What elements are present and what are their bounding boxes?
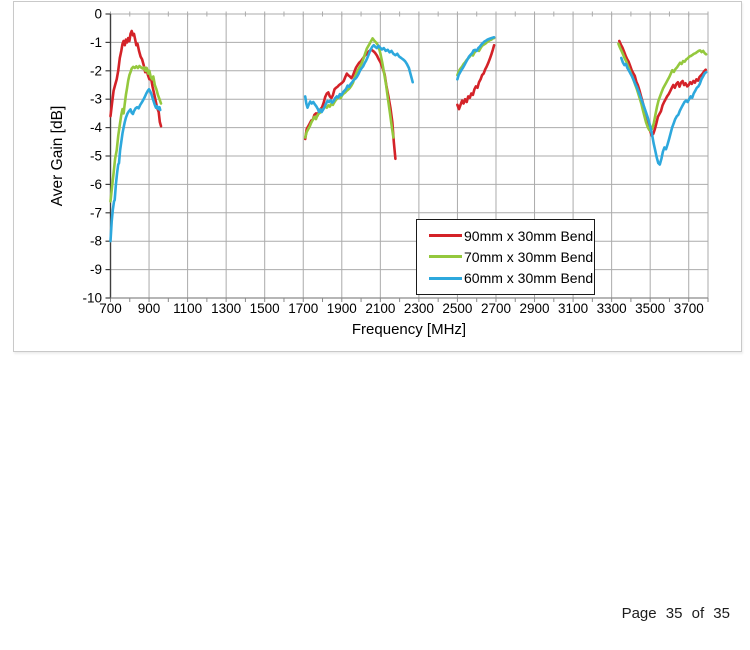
x-tick-label: 3500 [635,301,665,316]
gridlines [110,13,709,298]
axes [109,14,708,299]
legend-entry-1: 70mm x 30mm Bend [429,246,593,267]
y-tick-label: -10 [82,291,102,306]
y-tick-labels: 0 -1 -2 -3 -4 -5 -6 -7 -8 -9 -10 [82,7,102,306]
x-tick-label: 2500 [442,301,472,316]
x-tick-label: 2100 [365,301,395,316]
x-tick-label: 700 [99,301,122,316]
series-line-2 [109,88,162,243]
x-axis-title: Frequency [MHz] [351,321,467,338]
legend-entry-0: 90mm x 30mm Bend [429,225,593,246]
x-tick-label: 1700 [288,301,318,316]
y-tick-label: -4 [90,120,102,135]
series-line-1 [617,42,708,133]
series-line-0 [109,29,163,128]
legend-label: 70mm x 30mm Bend [464,248,594,265]
x-tick-label: 1300 [211,301,241,316]
series-line-1 [109,64,163,203]
series-line-2 [619,56,708,166]
legend-label: 90mm x 30mm Bend [464,227,594,244]
x-tick-label: 1900 [327,301,357,316]
legend-line-swatch-red [429,234,462,238]
y-tick-label: -1 [90,35,102,50]
series-lines [109,29,708,243]
chart-canvas: 700 900 1100 1300 1500 1700 1900 2100 2300 2500 27… [82,7,709,316]
y-tick-label: -3 [90,92,102,107]
series-line-1 [303,37,395,139]
x-tick-label: 2300 [404,301,434,316]
page-number: Page 35 of 35 [621,605,730,622]
x-tick-label: 3100 [558,301,588,316]
series-line-0 [456,43,496,111]
x-tick-label: 1100 [173,301,202,316]
y-tick-label: -5 [90,149,102,164]
y-axis-title: Aver Gain [dB] [49,105,66,207]
y-tick-label: 0 [94,7,102,22]
axis-ticks [105,11,709,302]
y-tick-label: -8 [90,234,102,249]
x-tick-label: 900 [138,301,161,316]
gain-chart-figure: 700 900 1100 1300 1500 1700 1900 2100 2300 2500 27… [13,1,742,352]
x-tick-label: 2900 [520,301,550,316]
legend-label: 60mm x 30mm Bend [464,270,594,287]
legend-entry-2: 60mm x 30mm Bend [429,268,593,289]
x-tick-label: 1500 [250,301,280,316]
series-line-0 [617,39,708,137]
legend-line-swatch-blue [429,276,462,280]
x-tick-label: 3300 [597,301,627,316]
legend: 90mm x 30mm Bend 70mm x 30mm Bend 60mm x… [416,219,595,295]
y-tick-label: -2 [90,63,102,78]
series-line-2 [456,35,496,81]
x-tick-label: 2700 [481,301,511,316]
legend-line-swatch-green [429,255,462,259]
y-tick-label: -9 [90,262,102,277]
series-line-2 [303,43,415,114]
y-tick-label: -7 [90,205,102,220]
x-tick-labels: 700 900 1100 1300 1500 1700 1900 2100 2300 2500 27… [99,301,704,316]
x-tick-label: 3700 [674,301,704,316]
y-tick-label: -6 [90,177,102,192]
